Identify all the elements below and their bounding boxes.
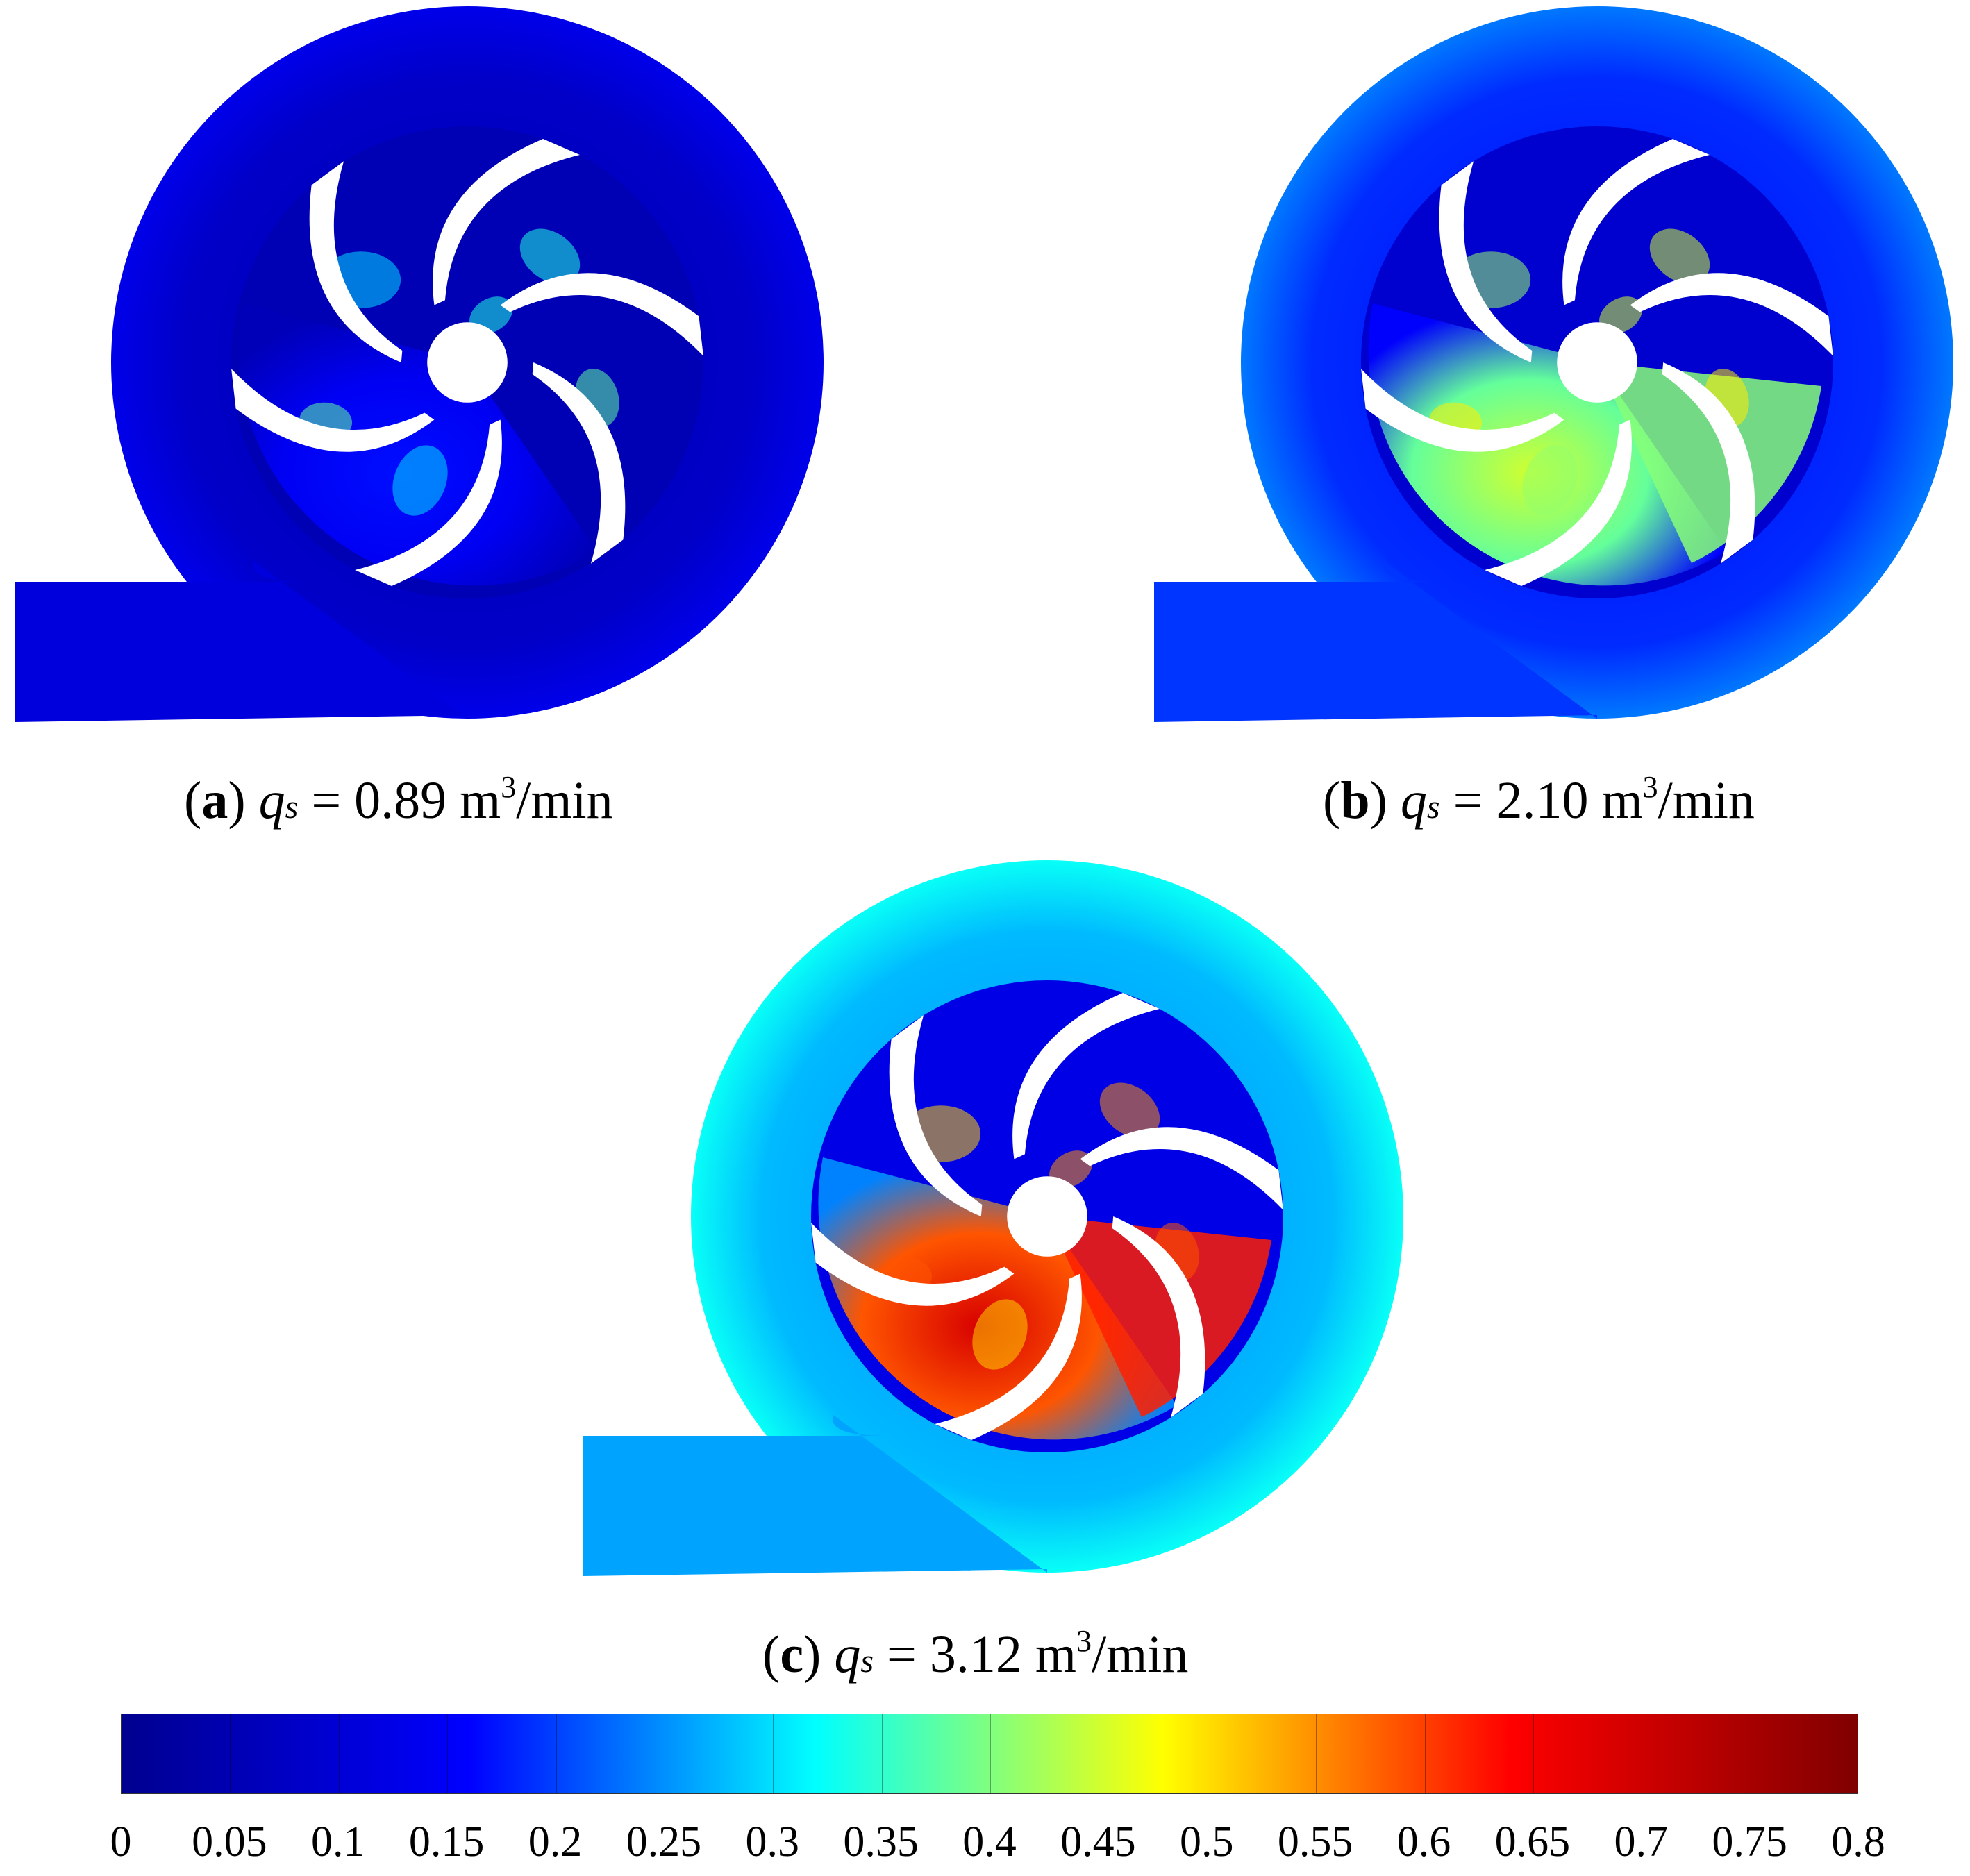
colorbar-tick-line [990, 1714, 991, 1793]
colorbar-tick-label: 0.55 [1277, 1818, 1353, 1866]
colorbar-tick-line [1533, 1714, 1534, 1793]
caption-b: (b) qs = 2.10 m3/min [1323, 770, 1755, 830]
caption-b-symbol: q [1400, 771, 1427, 830]
colorbar-tick-label: 0.1 [311, 1818, 365, 1866]
colorbar-tick-label: 0.3 [745, 1818, 800, 1866]
impeller-blades [1361, 138, 1833, 587]
colorbar-tick-label: 0.25 [626, 1818, 702, 1866]
colorbar-tick-label: 0.7 [1614, 1818, 1669, 1866]
panel-c [568, 854, 1415, 1604]
caption-a-value: = 0.89 m [298, 771, 501, 830]
impeller-blades [811, 992, 1283, 1441]
colorbar-tick-label: 0.15 [408, 1818, 485, 1866]
colorbar-tick-line [1316, 1714, 1317, 1793]
colorbar-tick-label: 0.5 [1180, 1818, 1234, 1866]
caption-c-unit: /min [1092, 1625, 1189, 1684]
colorbar-tick-label: 0.4 [962, 1818, 1017, 1866]
caption-c: (c) qs = 3.12 m3/min [762, 1624, 1189, 1684]
colorbar-tick-line [773, 1714, 774, 1793]
colorbar-tick-line [881, 1714, 883, 1793]
caption-b-label: b [1340, 771, 1370, 830]
hub [1557, 322, 1637, 403]
colorbar-tick-line [447, 1714, 449, 1793]
colorbar-tick-label: 0.45 [1060, 1818, 1136, 1866]
colorbar-tick-label: 0.65 [1494, 1818, 1571, 1866]
hub [427, 322, 508, 403]
colorbar-tick-label: 0.75 [1712, 1818, 1787, 1866]
pump-contour-b [1154, 6, 1953, 722]
caption-a-label: a [201, 771, 228, 830]
caption-a-unit: /min [516, 771, 613, 830]
colorbar [121, 1714, 1858, 1794]
caption-c-value: = 3.12 m [874, 1625, 1077, 1684]
colorbar-tick-line [230, 1714, 231, 1793]
caption-b-unit: /min [1658, 771, 1755, 830]
colorbar-tick-label: 0.8 [1831, 1818, 1885, 1866]
panel-b [1139, 0, 1970, 750]
caption-b-exponent: 3 [1642, 770, 1658, 804]
colorbar-tick-line [556, 1714, 557, 1793]
colorbar-tick-line [1424, 1714, 1426, 1793]
caption-a-subscript: s [285, 789, 299, 826]
caption-c-label: c [780, 1625, 804, 1684]
pump-contour-c [583, 860, 1403, 1576]
caption-b-subscript: s [1426, 789, 1440, 826]
caption-a-exponent: 3 [501, 770, 517, 804]
colorbar-tick-label: 0.35 [843, 1818, 919, 1866]
hub [1007, 1176, 1087, 1257]
caption-a: (a) qs = 0.89 m3/min [184, 770, 613, 830]
impeller [811, 980, 1283, 1452]
caption-a-symbol: q [258, 771, 285, 830]
panel-a [0, 0, 847, 750]
colorbar-tick-label: 0 [110, 1818, 132, 1866]
impeller-blades [231, 138, 703, 587]
colorbar-tick-label: 0.6 [1396, 1818, 1451, 1866]
caption-c-subscript: s [860, 1643, 874, 1680]
colorbar-tick-label: 0.05 [192, 1818, 267, 1866]
pump-contour-a [15, 6, 824, 722]
caption-c-exponent: 3 [1076, 1624, 1092, 1658]
caption-c-symbol: q [834, 1625, 861, 1684]
colorbar-tick-line [338, 1714, 340, 1793]
colorbar-tick-label: 0.2 [528, 1818, 583, 1866]
caption-b-value: = 2.10 m [1439, 771, 1643, 830]
